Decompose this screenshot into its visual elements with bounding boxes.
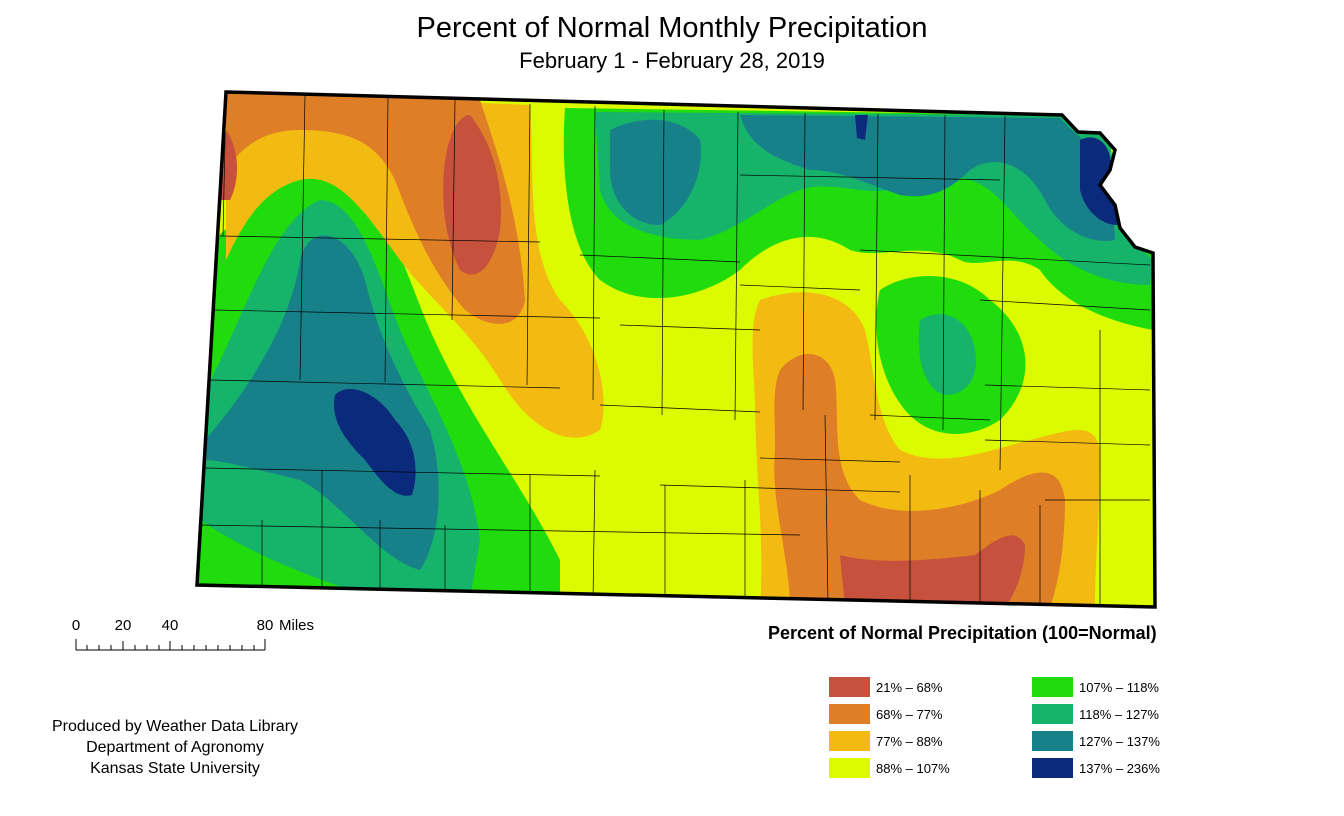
legend-swatch (1032, 731, 1073, 751)
legend-swatch (1032, 758, 1073, 778)
legend-label: 137% – 236% (1079, 761, 1160, 776)
zone-nw-21-68 (443, 115, 501, 275)
kansas-state-outline (195, 90, 1157, 609)
legend-label: 68% – 77% (876, 707, 943, 722)
legend-label: 77% – 88% (876, 734, 943, 749)
map-title: Percent of Normal Monthly Precipitation (416, 12, 928, 44)
legend-label: 118% – 127% (1079, 707, 1159, 722)
scale-tick-20: 20 (114, 617, 132, 634)
zone-west-127-137 (205, 235, 439, 570)
legend-swatch (829, 731, 870, 751)
scale-tick-0: 0 (71, 617, 81, 634)
legend-label: 88% – 107% (876, 761, 950, 776)
legend-swatch (829, 677, 870, 697)
credit-line-2: Department of Agronomy (86, 739, 264, 756)
precipitation-zones (197, 92, 1155, 607)
legend-swatch (829, 704, 870, 724)
legend-swatch (1032, 704, 1073, 724)
scale-tick-40: 40 (161, 617, 179, 634)
map-subtitle: February 1 - February 28, 2019 (519, 48, 825, 73)
scale-bar: 0 20 40 80 Miles (70, 615, 330, 655)
legend-title: Percent of Normal Precipitation (100=Nor… (768, 623, 1157, 643)
credit-line-1: Produced by Weather Data Library (51, 718, 299, 735)
legend-label: 107% – 118% (1079, 680, 1159, 695)
county-boundaries (199, 92, 1151, 607)
credit-block: Produced by Weather Data Library Departm… (20, 716, 330, 779)
legend-label: 21% – 68% (876, 680, 943, 695)
zone-ne-127-137 (610, 115, 1115, 241)
zone-nw-77-88 (226, 92, 604, 438)
scale-units: Miles (279, 617, 315, 634)
legend-swatch (829, 758, 870, 778)
legend-label: 127% – 137% (1079, 734, 1160, 749)
zone-west-137-236 (334, 389, 416, 496)
scale-tick-80: 80 (256, 617, 274, 634)
scale-bar-ruler (75, 639, 266, 651)
zone-se-21-68 (840, 535, 1025, 607)
legend-swatch (1032, 677, 1073, 697)
zone-ec-118-127 (918, 314, 976, 395)
credit-line-3: Kansas State University (90, 760, 260, 777)
